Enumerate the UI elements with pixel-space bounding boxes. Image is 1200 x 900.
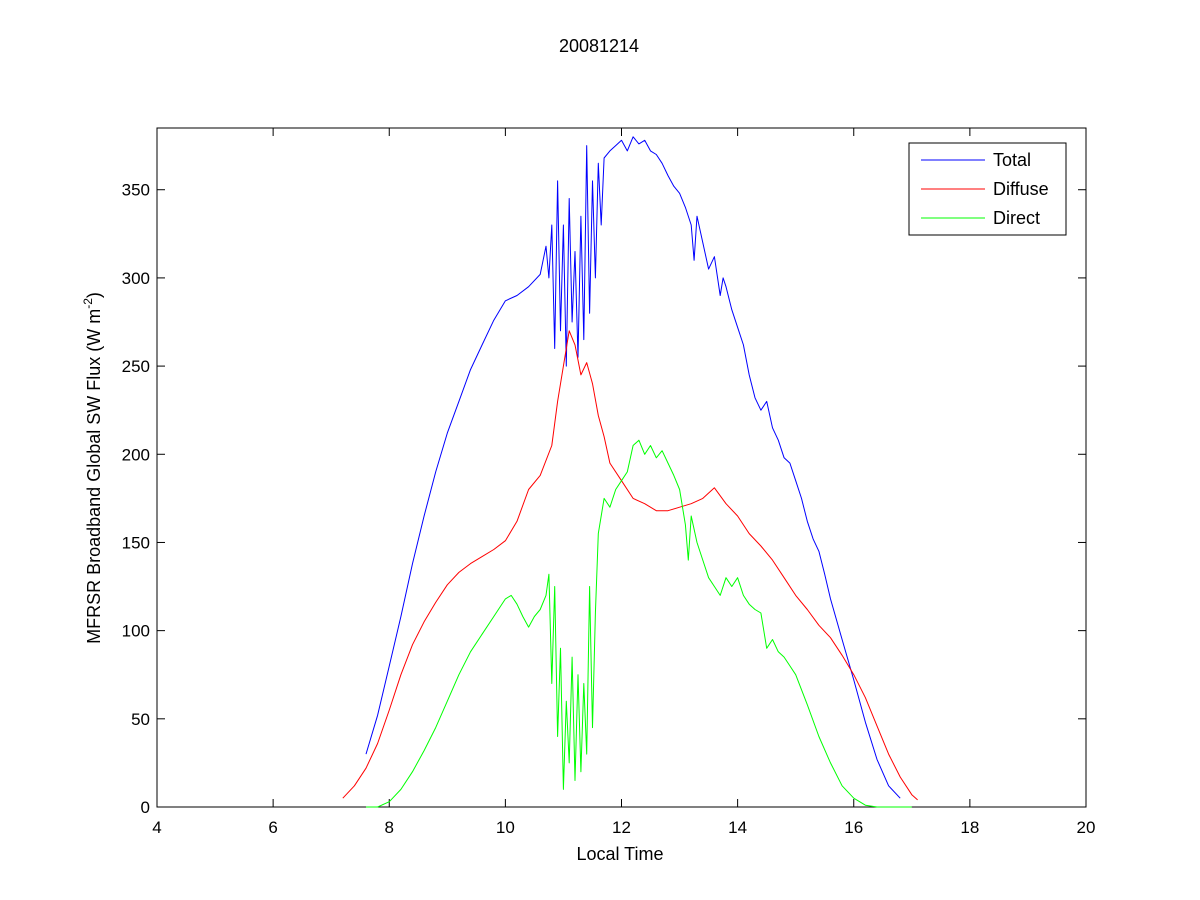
y-tick-label: 300 [122,269,150,288]
x-tick-label: 12 [612,818,631,837]
y-axis-label: MFRSR Broadband Global SW Flux (W m-2) [81,292,104,644]
y-tick-label: 0 [141,798,150,817]
series-layer [342,136,918,808]
series-line-diffuse [342,330,918,801]
x-tick-label: 14 [728,818,747,837]
y-axis: 0 50 100 150 200 250 300 350 [122,181,1086,817]
y-tick-label: 200 [122,445,150,464]
y-tick-label: 250 [122,357,150,376]
x-tick-label: 10 [496,818,515,837]
y-axis-label-superscript: -2 [81,298,95,309]
y-axis-label-main: MFRSR Broadband Global SW Flux (W m [84,309,104,644]
x-tick-label: 16 [844,818,863,837]
plot-area [156,127,1087,808]
x-tick-label: 8 [385,818,394,837]
y-tick-label: 50 [131,710,150,729]
legend: Total Diffuse Direct [908,142,1067,236]
legend-label-direct: Direct [993,208,1040,228]
y-tick-label: 350 [122,181,150,200]
legend-label-diffuse: Diffuse [993,179,1049,199]
axes-box [156,127,1087,808]
legend-label-total: Total [993,150,1031,170]
chart-title: 20081214 [559,36,639,56]
x-axis: 4 6 8 10 12 14 16 18 20 [152,128,1095,837]
series-line-total [365,136,901,799]
y-tick-label: 150 [122,533,150,552]
y-axis-label-close: ) [84,292,104,298]
y-tick-label: 100 [122,622,150,641]
x-axis-label: Local Time [576,844,663,864]
series-line-direct [366,439,912,808]
x-tick-label: 6 [268,818,277,837]
x-tick-label: 18 [960,818,979,837]
x-tick-label: 4 [152,818,161,837]
x-tick-label: 20 [1077,818,1096,837]
